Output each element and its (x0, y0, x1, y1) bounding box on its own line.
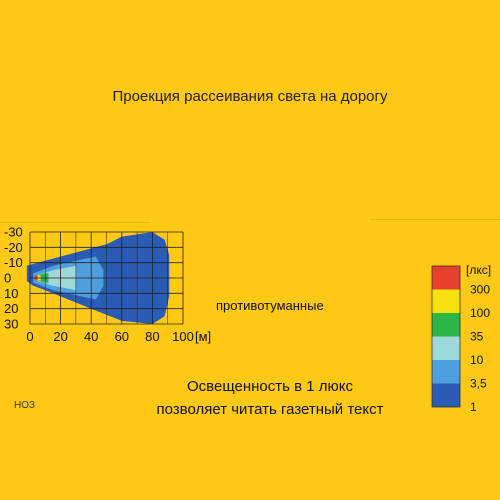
legend-swatch-2 (432, 313, 460, 337)
x-tick-0: 0 (26, 329, 33, 344)
faint-divider-left (0, 222, 150, 223)
legend-unit: [лкс] (466, 263, 491, 277)
legend-label-5: 1 (470, 400, 477, 414)
footnote-line-2: позволяет читать газетный текст (156, 401, 384, 418)
x-tick-4: 80 (145, 329, 159, 344)
legend-swatch-3 (432, 336, 460, 360)
legend-swatch-4 (432, 360, 460, 384)
legend-swatch-1 (432, 289, 460, 313)
legend-frame (431, 265, 461, 408)
x-tick-2: 40 (84, 329, 98, 344)
legend-label-1: 100 (470, 306, 490, 320)
series-label: противотуманные (216, 298, 324, 313)
illuminance-legend: 300 100 35 10 3,5 1 [лкс] (431, 263, 491, 414)
x-tick-labels: 0 20 40 60 80 100 [м] (26, 329, 211, 344)
plot-grid (29, 231, 184, 325)
legend-color-bar (431, 265, 461, 408)
y-tick-3: 0 (4, 271, 11, 286)
y-tick-4: 10 (4, 286, 18, 301)
legend-label-4: 3,5 (470, 377, 487, 391)
faint-divider-right (370, 219, 500, 220)
y-tick-2: -10 (4, 255, 23, 270)
figure-code: НОЗ (14, 400, 36, 411)
legend-label-3: 10 (470, 353, 484, 367)
legend-swatch-0 (432, 266, 460, 290)
legend-swatch-5 (432, 383, 460, 407)
x-unit-label: [м] (195, 329, 211, 344)
chart-title: Проекция рассеивания света на дорогу (112, 88, 388, 105)
y-tick-6: 30 (4, 317, 18, 332)
footnote-line-1: Освещенность в 1 люкс (187, 378, 353, 395)
legend-label-2: 35 (470, 330, 484, 344)
y-tick-0: -30 (4, 225, 23, 240)
y-tick-5: 20 (4, 301, 18, 316)
x-tick-3: 60 (115, 329, 129, 344)
x-tick-5: 100 (172, 329, 194, 344)
legend-label-0: 300 (470, 283, 490, 297)
y-tick-1: -20 (4, 240, 23, 255)
x-tick-1: 20 (53, 329, 67, 344)
legend-labels: 300 100 35 10 3,5 1 [лкс] (466, 263, 491, 414)
